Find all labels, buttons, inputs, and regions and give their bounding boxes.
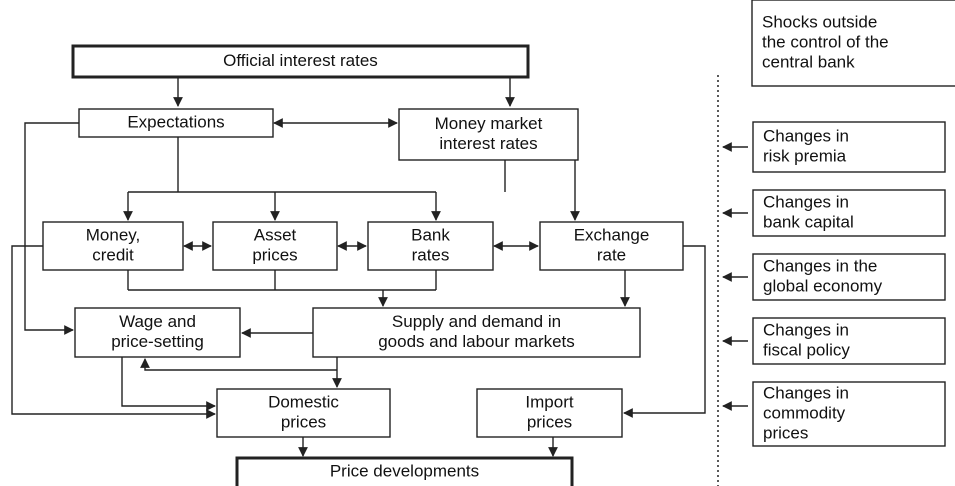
arrow (623, 245, 706, 418)
shock-label: risk premia (763, 146, 847, 165)
node-label: Money, (86, 225, 141, 244)
node: Money,credit (42, 221, 184, 271)
shocks-title: Shocks outside (762, 12, 877, 31)
node-box (312, 307, 641, 358)
node-box (539, 221, 684, 271)
node-label: Bank (411, 225, 450, 244)
node-box (212, 221, 338, 271)
node-label: prices (252, 245, 297, 264)
shock-label: commodity (763, 403, 846, 422)
node-box (235, 456, 574, 486)
node-box (398, 108, 579, 161)
node: Official interest rates (71, 44, 530, 79)
node-label: Asset (254, 225, 297, 244)
node-label: rates (412, 245, 450, 264)
node-box (216, 388, 391, 438)
node: Expectations (78, 108, 274, 138)
node-label: Money market (435, 114, 543, 133)
node-label: Import (525, 392, 573, 411)
node-label: Domestic (268, 392, 339, 411)
node-label: prices (527, 412, 572, 431)
node-label: Exchange (574, 225, 650, 244)
node: Price developments (235, 456, 574, 486)
arrow (11, 245, 216, 419)
node-label: goods and labour markets (378, 332, 575, 351)
node-box (752, 253, 946, 301)
line (128, 137, 506, 193)
node-label: Expectations (127, 112, 224, 131)
node-box (751, 0, 955, 87)
node-label: interest rates (439, 134, 537, 153)
arrow (140, 358, 337, 371)
shocks-title: central bank (762, 52, 855, 71)
node-label: rate (597, 245, 626, 264)
arrow (24, 122, 79, 335)
shocks-title: the control of the (762, 32, 889, 51)
node-label: Official interest rates (223, 51, 378, 70)
shock-label: fiscal policy (763, 340, 850, 359)
shock-label: Changes in (763, 192, 849, 211)
node-label: credit (92, 245, 134, 264)
node-box (476, 388, 623, 438)
node-box (752, 189, 946, 237)
shock-label: global economy (763, 276, 883, 295)
shock-label: Changes in the (763, 256, 877, 275)
shock-label: Changes in (763, 126, 849, 145)
arrow (121, 357, 216, 411)
node-label: Supply and demand in (392, 312, 561, 331)
node-box (367, 221, 494, 271)
node-label: price-setting (111, 332, 204, 351)
shock-label: bank capital (763, 212, 854, 231)
shock-label: Changes in (763, 383, 849, 402)
node-box (74, 307, 241, 358)
node-box (752, 381, 946, 447)
node-box (71, 44, 530, 79)
line (127, 270, 437, 291)
node-label: prices (281, 412, 326, 431)
node-label: Wage and (119, 312, 196, 331)
node-label: Price developments (330, 461, 479, 480)
node-box (752, 121, 946, 173)
shock-label: Changes in (763, 320, 849, 339)
node-box (42, 221, 184, 271)
shock-label: prices (763, 423, 808, 442)
node-box (78, 108, 274, 138)
connectors (11, 75, 748, 486)
node-box (752, 317, 946, 365)
